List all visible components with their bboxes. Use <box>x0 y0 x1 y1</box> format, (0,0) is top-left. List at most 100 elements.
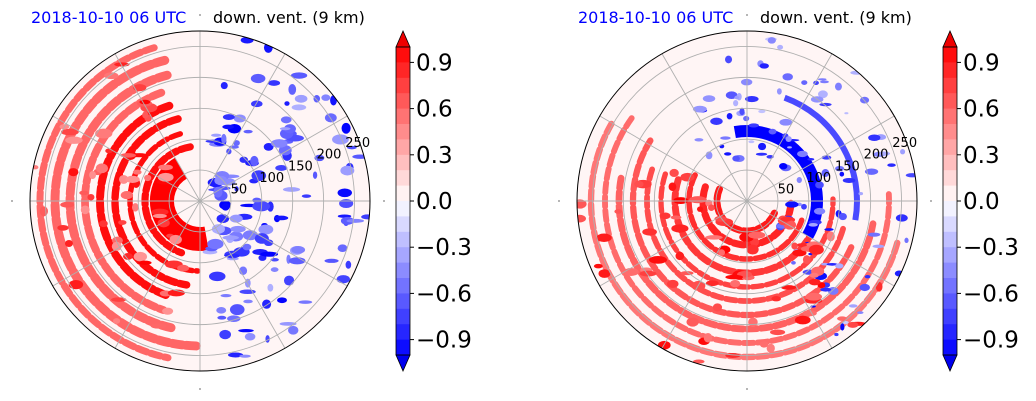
red-band <box>96 101 174 300</box>
colorbar-segment <box>396 124 410 140</box>
blue-patch <box>211 133 222 137</box>
radial-tick-label: 50 <box>778 182 795 197</box>
blue-patch <box>242 243 252 251</box>
colorbar-segment <box>396 62 410 79</box>
red-patch <box>781 285 797 290</box>
angular-gridline <box>199 200 348 287</box>
blue-patch <box>782 73 793 81</box>
red-patch <box>766 343 775 353</box>
colorbar-tick-label: 0.0 <box>963 189 1000 215</box>
blue-patch <box>233 114 246 123</box>
red-patch <box>133 84 147 92</box>
blue-patch <box>692 105 707 113</box>
blue-patch <box>904 237 909 244</box>
angular-gridline <box>199 53 286 202</box>
blue-patch <box>838 212 847 221</box>
edge-tick <box>383 200 385 202</box>
blue-patch <box>250 155 259 167</box>
blue-patch <box>221 133 227 144</box>
red-patch <box>60 128 79 136</box>
blue-patch <box>220 81 228 90</box>
blue-patch <box>796 176 802 184</box>
red-patch <box>670 215 682 220</box>
colorbar-segment <box>396 231 410 248</box>
blue-patch <box>748 140 755 144</box>
blue-patch <box>291 246 306 254</box>
blue-patch <box>252 197 262 204</box>
blue-patch <box>274 215 289 221</box>
red-patch <box>649 256 668 264</box>
angular-gridline <box>52 200 201 287</box>
blue-patch <box>818 90 828 99</box>
blue-band <box>733 125 823 239</box>
blue-patch <box>337 244 348 253</box>
colorbar-segment <box>396 77 410 94</box>
red-patch <box>809 272 819 278</box>
blue-patch <box>337 188 352 198</box>
blue-patch <box>755 152 768 156</box>
blue-patch <box>872 244 885 249</box>
red-patch <box>150 323 167 329</box>
red-patch <box>696 206 704 212</box>
blue-patch <box>341 122 351 134</box>
red-patch <box>659 212 671 220</box>
red-patch <box>112 318 121 324</box>
colorbar-segment <box>943 293 957 310</box>
blue-patch <box>734 95 740 100</box>
red-patch <box>667 279 679 288</box>
red-band <box>50 55 203 351</box>
red-patch <box>794 315 811 325</box>
blue-patch <box>301 194 312 198</box>
colorbar-segment <box>396 170 410 187</box>
blue-patch <box>277 297 287 304</box>
red-band <box>36 44 172 362</box>
blue-patch <box>219 329 232 340</box>
blue-patch <box>895 214 908 222</box>
colorbar-extend-min <box>942 354 958 372</box>
blue-patch <box>222 114 235 120</box>
blue-patch <box>710 117 723 125</box>
colorbar-segment <box>943 247 957 264</box>
blue-patch <box>702 95 716 102</box>
blue-patch <box>222 235 239 240</box>
colorbar-tick-label: 0.0 <box>416 189 453 215</box>
blue-patch <box>877 151 891 156</box>
blue-patch <box>801 80 808 85</box>
blue-patch <box>785 136 792 142</box>
field-layer <box>577 37 917 364</box>
blue-patch <box>864 275 871 279</box>
red-patch <box>68 279 84 290</box>
blue-patch <box>252 201 271 212</box>
blue-patch <box>835 263 844 269</box>
blue-patch <box>785 201 799 208</box>
red-band <box>141 143 194 257</box>
blue-patch <box>835 165 845 172</box>
colorbar-segment <box>943 139 957 156</box>
red-patch <box>120 190 134 200</box>
blue-patch <box>848 304 858 308</box>
blue-patch <box>283 275 295 286</box>
blue-patch <box>858 191 864 196</box>
red-patch <box>593 263 603 269</box>
red-patch <box>680 172 695 182</box>
angular-gridline <box>114 53 201 202</box>
red-patch <box>780 217 792 222</box>
radial-tick-label: 100 <box>259 171 284 186</box>
angular-gridline <box>199 115 348 202</box>
angular-gridline <box>661 53 748 202</box>
blue-patch <box>820 287 832 292</box>
radial-tick-label: 200 <box>317 148 342 163</box>
blue-patch <box>222 124 234 130</box>
blue-patch <box>291 104 307 111</box>
blue-patch <box>230 225 246 233</box>
red-patch <box>162 307 174 315</box>
blue-patch <box>288 83 297 95</box>
colorbar-tick-label: −0.9 <box>963 328 1019 354</box>
blue-patch <box>791 260 796 265</box>
blue-patch <box>332 134 349 145</box>
blue-patch <box>339 198 354 209</box>
field-title-right: down. vent. (9 km) <box>760 8 912 27</box>
blue-patch <box>821 169 830 177</box>
colorbar-segment <box>396 201 410 217</box>
blue-patch <box>216 307 227 314</box>
